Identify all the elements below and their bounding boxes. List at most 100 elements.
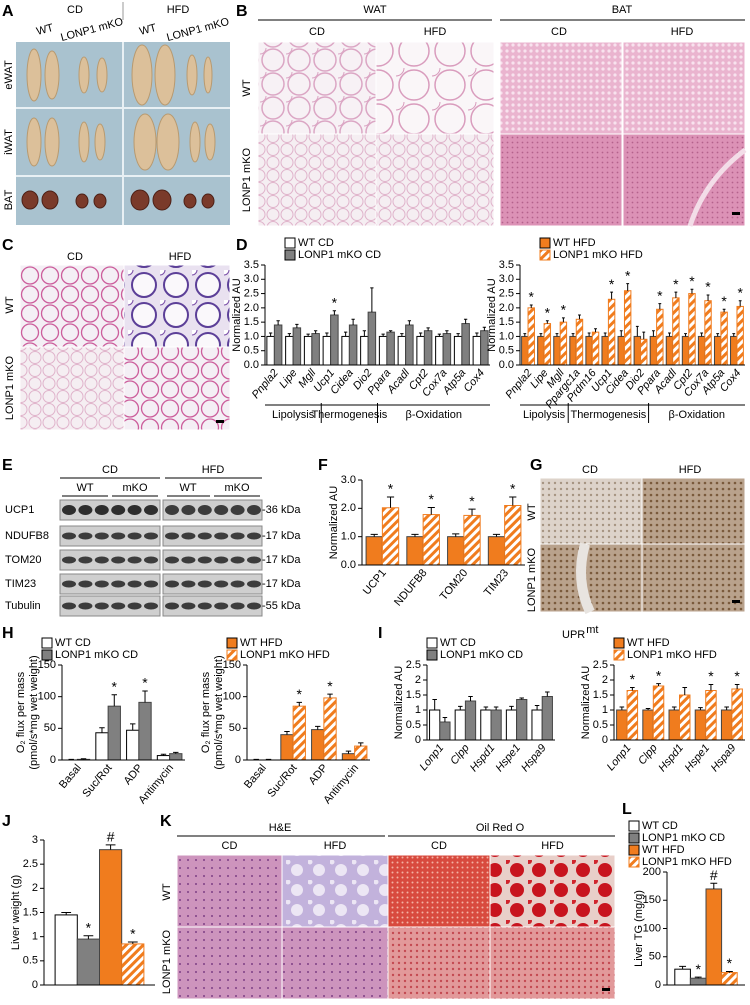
significance-mark: *	[734, 668, 740, 684]
y-tick-label: 0.5	[406, 719, 421, 731]
micrograph	[489, 926, 616, 1000]
label: mKO	[224, 482, 250, 494]
micrograph	[489, 854, 616, 928]
y-axis-label: Liver weight (g)	[10, 875, 22, 950]
bar	[360, 335, 369, 366]
blot-band	[197, 532, 212, 540]
y-tick-label: 2.0	[244, 302, 259, 314]
panel-letter: E	[2, 457, 13, 474]
label: WAT	[363, 4, 386, 16]
blot-strip	[162, 573, 263, 595]
bar	[720, 709, 733, 741]
tissue	[41, 190, 59, 210]
label: UCP1	[5, 504, 34, 516]
tissue	[204, 123, 216, 161]
y-tick-label: 50	[44, 722, 56, 734]
significance-mark: *	[689, 273, 695, 289]
legend-label: WT HFD	[642, 844, 685, 856]
x-tick-label: ADP	[307, 762, 331, 787]
y-tick-label: 2.5	[593, 659, 608, 671]
legend-swatch	[226, 637, 238, 649]
blot-band	[111, 580, 126, 588]
y-tick-label: 0.5	[244, 345, 259, 357]
blot-band	[78, 580, 93, 588]
x-tick-label: Lonp1	[605, 742, 634, 773]
micrograph	[375, 41, 495, 135]
y-tick-label: 150	[223, 659, 241, 671]
bar	[435, 335, 444, 366]
bar	[649, 335, 658, 366]
legend-label: LONP1 mKO HFD	[553, 249, 643, 261]
error-bar	[99, 727, 105, 733]
label: CD	[67, 251, 83, 263]
error-bar	[458, 705, 463, 710]
x-tick-label: Basal	[57, 762, 84, 791]
label: WT	[241, 79, 253, 96]
label: BAT	[612, 4, 633, 16]
error-bar	[80, 758, 87, 760]
blot-band	[181, 580, 196, 588]
label: LONP1 mKO	[241, 147, 253, 212]
bar	[169, 753, 183, 761]
bar	[490, 709, 502, 741]
blot-strip	[59, 499, 161, 521]
error-bar	[358, 742, 364, 747]
blot-band	[165, 580, 179, 588]
micrograph	[19, 264, 125, 348]
label: CD	[222, 840, 238, 852]
bar	[303, 335, 313, 366]
blot-band	[181, 532, 196, 540]
error-bar	[493, 706, 499, 710]
panel-letter: L	[622, 801, 632, 818]
bar	[442, 333, 452, 366]
bar	[633, 335, 642, 366]
bar	[480, 709, 492, 741]
bar	[505, 709, 518, 741]
panel-letter: H	[2, 625, 14, 642]
blot-band	[127, 505, 142, 515]
tissue	[26, 48, 42, 102]
legend-swatch	[628, 820, 640, 832]
panel-letter: G	[530, 457, 542, 474]
x-tick-label: Clpp	[448, 742, 472, 767]
y-tick-label: 3	[32, 834, 38, 846]
error-bar	[418, 332, 423, 337]
y-tick-label: 2	[32, 882, 38, 894]
y-tick-label: 2.5	[23, 858, 38, 870]
panel-letter: J	[2, 813, 11, 830]
blot-band	[78, 556, 93, 564]
micrograph	[281, 926, 389, 1000]
y-tick-label: 1	[602, 704, 608, 716]
bar	[311, 333, 320, 366]
y-tick-label: 3.0	[244, 273, 259, 285]
error-bar	[475, 332, 479, 337]
label: HFD	[671, 26, 694, 38]
error-bar	[306, 333, 310, 337]
bar	[266, 335, 275, 366]
bar	[292, 705, 306, 761]
error-bar	[105, 844, 116, 850]
legend-label: WT HFD	[553, 237, 596, 249]
error-bar	[296, 701, 302, 707]
error-bar	[142, 690, 148, 703]
error-bar	[571, 333, 575, 337]
label: HFD	[679, 464, 702, 476]
label: -36 kDa	[262, 504, 301, 516]
bar	[323, 697, 337, 761]
blot-band	[247, 505, 261, 515]
x-tick-label: ADP	[122, 762, 146, 787]
group-label: β-Oxidation	[406, 409, 462, 421]
legend-swatch	[628, 832, 640, 844]
error-bar	[671, 706, 677, 710]
group-label: Thermogenesis	[311, 409, 387, 421]
label: Oil Red O	[476, 822, 525, 834]
bar	[681, 335, 690, 366]
x-tick-label: Pnpla2	[250, 367, 281, 401]
bar	[285, 335, 294, 366]
blot-band	[62, 580, 76, 588]
blot-band	[144, 532, 158, 540]
label: CD	[582, 464, 598, 476]
blot-band	[181, 556, 196, 564]
error-bar	[456, 333, 460, 337]
chart-title-superscript: mt	[586, 624, 598, 636]
